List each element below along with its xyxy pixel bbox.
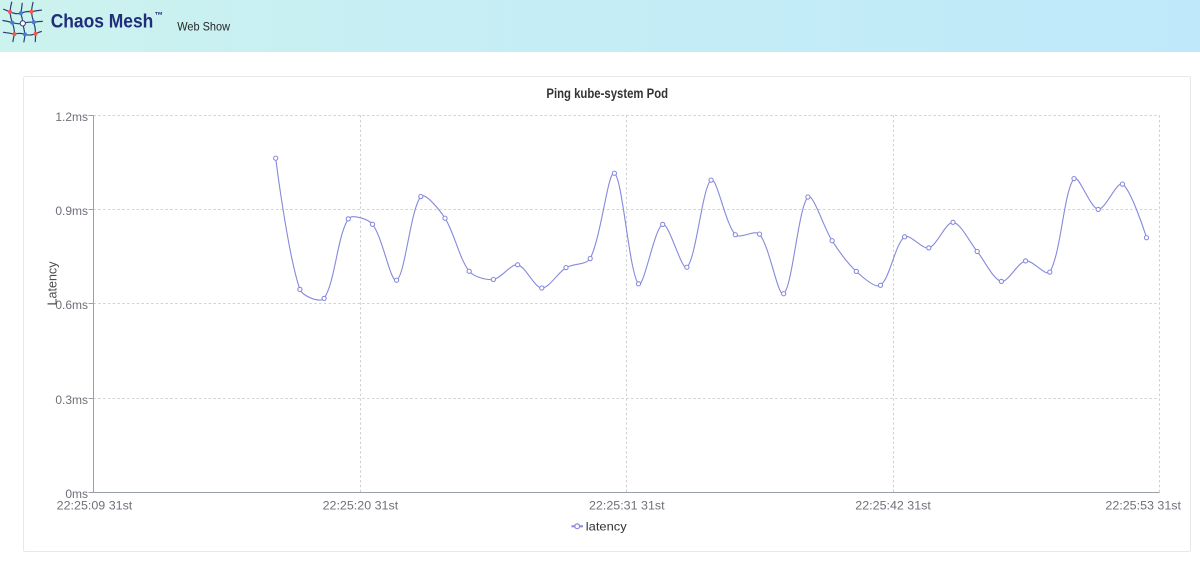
svg-text:22:25:53 31st: 22:25:53 31st xyxy=(1105,499,1181,513)
svg-text:0ms: 0ms xyxy=(65,487,88,501)
svg-text:Chaos Mesh: Chaos Mesh xyxy=(51,11,154,33)
svg-text:Ping kube-system Pod: Ping kube-system Pod xyxy=(546,86,668,101)
svg-text:22:25:09 31st: 22:25:09 31st xyxy=(57,499,133,513)
svg-text:™: ™ xyxy=(155,10,164,20)
svg-text:0.3ms: 0.3ms xyxy=(55,393,88,407)
svg-text:0.6ms: 0.6ms xyxy=(55,298,88,312)
svg-text:Web Show: Web Show xyxy=(177,19,230,33)
svg-text:22:25:31 31st: 22:25:31 31st xyxy=(589,499,665,513)
svg-text:22:25:20 31st: 22:25:20 31st xyxy=(323,499,399,513)
svg-text:0.9ms: 0.9ms xyxy=(55,204,88,218)
svg-text:Latency: Latency xyxy=(45,261,60,305)
svg-text:22:25:42 31st: 22:25:42 31st xyxy=(855,499,931,513)
svg-text:latency: latency xyxy=(586,520,627,534)
svg-text:1.2ms: 1.2ms xyxy=(55,110,88,124)
